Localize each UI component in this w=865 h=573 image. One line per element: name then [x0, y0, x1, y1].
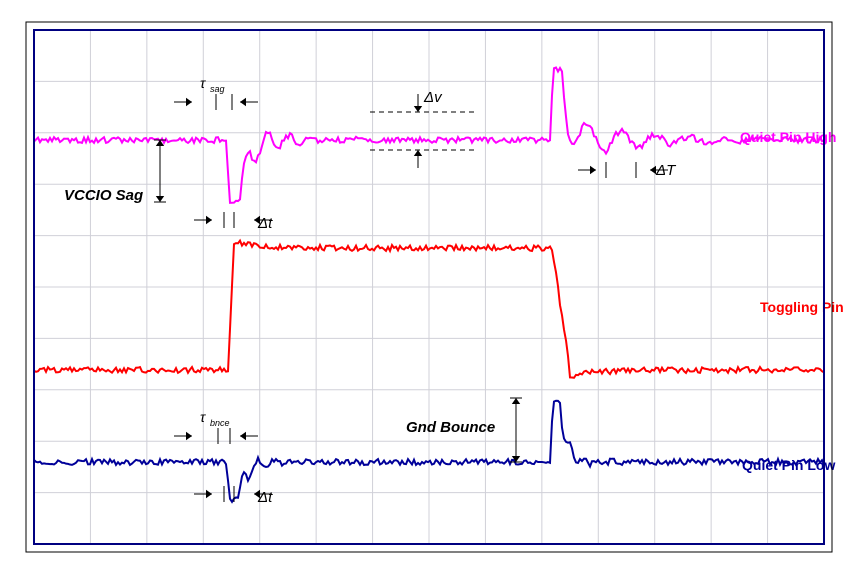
svg-canvas: VCCIO SagτsagΔtΔvΔTτbnceGnd BounceΔtQuie… [0, 0, 865, 573]
label-tau-bnce: τ [200, 409, 206, 425]
label-dt-top: Δt [257, 215, 273, 232]
label-tau-bnce-sub: bnce [210, 418, 230, 428]
label-toggling: Toggling Pin [760, 299, 844, 315]
label-tau-sag-sub: sag [210, 84, 225, 94]
label-dt-bot: Δt [257, 489, 273, 506]
label-dT: ΔT [655, 162, 677, 179]
label-tau-sag: τ [200, 75, 206, 91]
label-quiet-high: Quiet Pin High [740, 129, 836, 145]
oscilloscope-diagram: VCCIO SagτsagΔtΔvΔTτbnceGnd BounceΔtQuie… [0, 0, 865, 573]
label-vccio-sag: VCCIO Sag [64, 187, 143, 204]
label-dv: Δv [423, 89, 443, 106]
label-quiet-low: Quiet Pin Low [742, 457, 835, 473]
label-gnd-bounce: Gnd Bounce [406, 419, 495, 436]
